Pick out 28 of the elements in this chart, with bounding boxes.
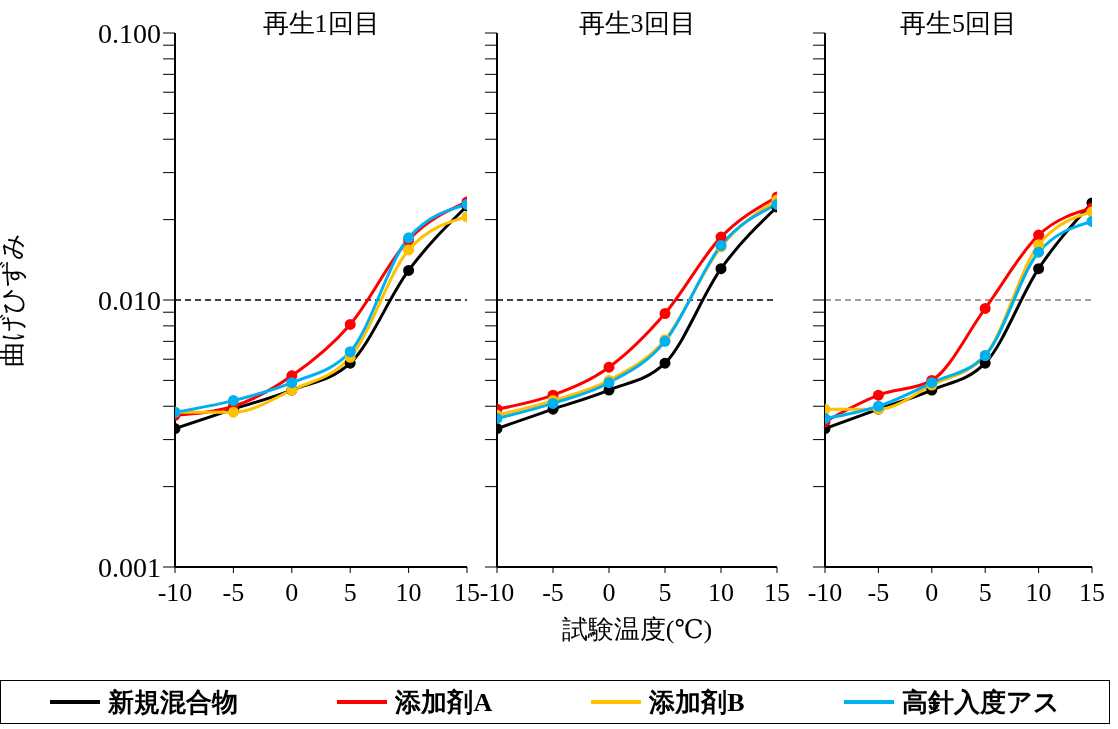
x-tick-label: 10 xyxy=(708,578,734,608)
x-axis-title: 試験温度(℃) xyxy=(561,615,713,644)
chart-title: 再生5回目 xyxy=(894,9,1023,38)
x-tick-label: 0 xyxy=(925,578,939,608)
chart-title: 再生1回目 xyxy=(256,9,386,38)
x-tick-label: 5 xyxy=(343,578,357,608)
x-tick-label: 0 xyxy=(285,578,299,608)
legend-label: 添加剤B xyxy=(649,686,745,719)
y-tick-label: 0.010 xyxy=(98,284,161,316)
x-tick-label: 5 xyxy=(978,578,992,608)
x-tick-label: -10 xyxy=(479,578,515,608)
y-axis-title: 曲げひずみ xyxy=(0,233,28,367)
x-tick-label: -5 xyxy=(542,578,564,608)
chart-title: 再生3回目 xyxy=(572,9,702,38)
x-tick-label: -5 xyxy=(867,578,890,608)
x-tick-label: 10 xyxy=(1025,578,1052,608)
y-tick-label: 0.100 xyxy=(98,17,161,49)
x-tick-label: 5 xyxy=(658,578,672,608)
x-tick-label: -5 xyxy=(222,578,245,608)
x-tick-label: 10 xyxy=(395,578,422,608)
x-tick-label: 15 xyxy=(1079,578,1105,608)
legend-label: 添加剤A xyxy=(395,686,493,719)
x-tick-label: 15 xyxy=(454,578,480,608)
x-tick-label: -10 xyxy=(807,578,843,608)
x-tick-label: 0 xyxy=(602,578,616,608)
x-tick-label: 15 xyxy=(764,578,790,608)
legend-label: 新規混合物 xyxy=(108,686,239,719)
legend-label: 高針入度アス xyxy=(901,686,1060,719)
